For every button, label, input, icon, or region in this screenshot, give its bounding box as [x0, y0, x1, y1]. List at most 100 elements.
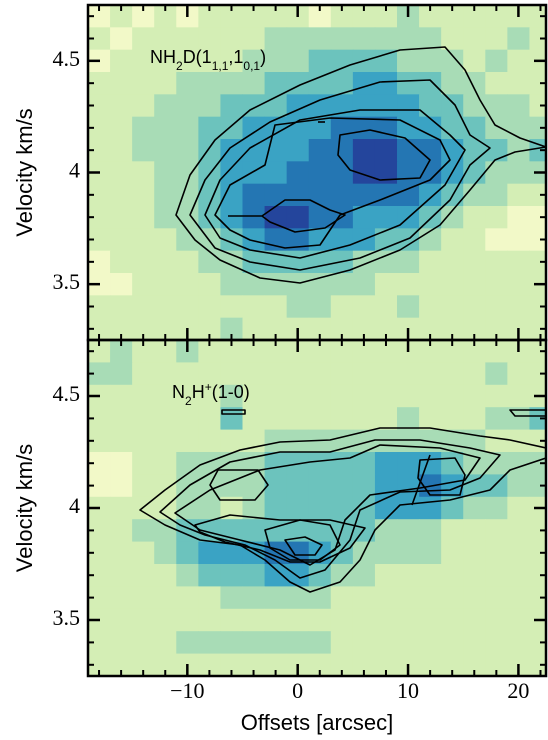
cell [220, 139, 244, 162]
cell [176, 273, 199, 296]
cell [507, 631, 530, 655]
cell [88, 94, 111, 118]
cell [176, 407, 199, 431]
cell [264, 474, 288, 498]
cell [529, 295, 546, 319]
cell [220, 564, 244, 587]
cell [154, 94, 177, 118]
cell [308, 384, 332, 408]
cell [88, 474, 111, 498]
cell [264, 72, 288, 95]
y-axis-label: Velocity km/s [12, 108, 37, 236]
cell [419, 564, 442, 587]
cell [463, 295, 486, 319]
cell [154, 161, 177, 185]
cell [242, 586, 266, 610]
cell [507, 295, 530, 319]
cell [110, 139, 133, 162]
cell [286, 564, 310, 587]
cell [441, 653, 464, 676]
title-part: + [205, 380, 212, 394]
cell [110, 27, 133, 51]
cell [88, 295, 111, 319]
cell [286, 206, 310, 229]
cell [374, 429, 398, 453]
cell [154, 474, 177, 498]
cell [242, 631, 266, 655]
cell [529, 27, 546, 51]
cell [308, 362, 332, 386]
cell [419, 183, 442, 207]
cell [485, 27, 508, 51]
cell [176, 49, 199, 73]
cell [441, 27, 464, 51]
cell [463, 5, 486, 28]
x-tick-label: −10 [170, 678, 204, 703]
cell [132, 273, 155, 296]
x-tick-label: 0 [292, 678, 303, 703]
cell [507, 496, 530, 520]
cell [110, 384, 133, 408]
cell [220, 474, 244, 498]
cell [154, 295, 177, 319]
cell [485, 519, 508, 543]
cell [220, 608, 244, 632]
cell [419, 27, 442, 51]
cell [330, 564, 354, 587]
cell [308, 5, 332, 28]
cell [88, 5, 111, 28]
title-part: N [172, 382, 185, 402]
cell [397, 161, 420, 185]
cell [264, 452, 288, 475]
cell [220, 161, 244, 185]
cell [220, 340, 244, 363]
cell [176, 541, 199, 565]
cell [352, 72, 376, 95]
cell [154, 608, 177, 632]
cell [463, 250, 486, 274]
cell [154, 206, 177, 229]
x-tick-label: 10 [397, 678, 419, 703]
cell [485, 586, 508, 610]
cell [88, 407, 111, 431]
cell [286, 608, 310, 632]
cell [374, 564, 398, 587]
cell [463, 474, 486, 498]
cell [374, 161, 398, 185]
cell [419, 541, 442, 565]
cell [419, 362, 442, 386]
y-tick-label: 3.5 [53, 605, 81, 630]
cell [507, 72, 530, 95]
cell [352, 384, 376, 408]
cell [264, 496, 288, 520]
cell [198, 94, 221, 118]
cell [264, 340, 288, 363]
cell [110, 183, 133, 207]
cell [110, 250, 133, 274]
cell [485, 72, 508, 95]
cell [264, 49, 288, 73]
cell [154, 362, 177, 386]
cell [485, 608, 508, 632]
cell [264, 273, 288, 296]
y-tick-label: 4 [69, 493, 80, 518]
cell [397, 429, 420, 453]
cell [507, 49, 530, 73]
cell [374, 340, 398, 363]
cell [242, 27, 266, 51]
cell [374, 586, 398, 610]
cell [264, 295, 288, 319]
cell [441, 452, 464, 475]
cell [264, 5, 288, 28]
cell [330, 273, 354, 296]
cell [352, 362, 376, 386]
cell [198, 384, 221, 408]
y-tick-label: 4.5 [53, 46, 81, 71]
cell [132, 295, 155, 319]
cell [507, 519, 530, 543]
cell [220, 586, 244, 610]
cell [198, 564, 221, 587]
cell [132, 631, 155, 655]
cell [441, 362, 464, 386]
cell [397, 49, 420, 73]
